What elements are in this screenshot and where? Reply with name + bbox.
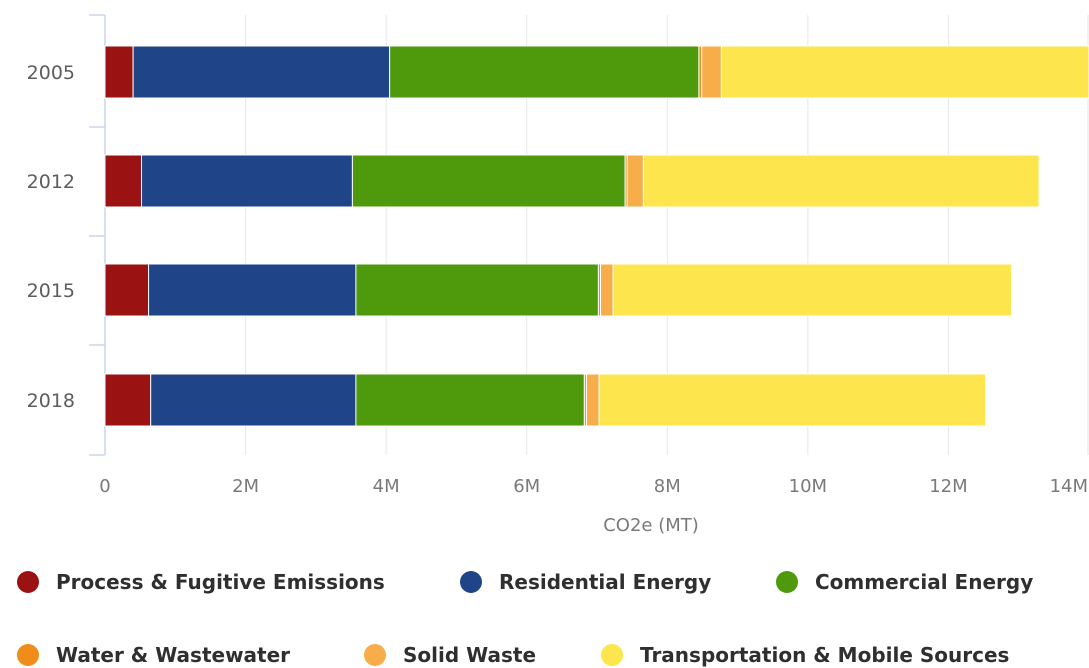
bar-segment [598,373,987,427]
legend-swatch [364,644,386,666]
bars [104,45,1089,427]
x-tick-label: 12M [929,476,967,497]
bar-segment [104,45,134,99]
bar-segment [600,263,614,317]
x-tick-label: 0 [99,476,110,497]
y-axis-ticks: 2005 2012 2015 2018 [27,62,75,412]
x-tick-label: 10M [789,476,827,497]
legend-label: Water & Wastewater [56,643,290,667]
legend-item[interactable]: Transportation & Mobile Sources [601,643,1009,667]
bar-segment [626,154,644,208]
bar-segment [389,45,700,99]
x-tick-label: 4M [373,476,400,497]
legend-item[interactable]: Commercial Energy [776,570,1033,594]
x-axis-ticks: 0 2M 4M 6M 8M 10M 12M 14M [99,476,1088,497]
legend-label: Commercial Energy [815,570,1033,594]
bar-segment [141,154,353,208]
bar-segment [148,263,357,317]
y-tick-label: 2018 [27,390,75,412]
bar-segment [104,263,150,317]
bar-segment [104,373,152,427]
bar-segment [132,45,391,99]
bar-segment [585,373,600,427]
legend-item[interactable]: Solid Waste [364,643,536,667]
y-tick-label: 2005 [27,62,75,84]
legend: Process & Fugitive Emissions Residential … [17,570,1033,667]
bar-segment [701,45,722,99]
x-axis-label: CO2e (MT) [603,515,699,536]
x-tick-label: 8M [654,476,681,497]
legend-label: Process & Fugitive Emissions [56,570,385,594]
axes [89,14,106,456]
bar-segment [355,263,599,317]
y-tick-label: 2012 [27,171,75,193]
bar-segment [351,154,626,208]
bar-segment [612,263,1013,317]
y-tick-label: 2015 [27,280,75,302]
x-tick-label: 14M [1050,476,1088,497]
legend-item[interactable]: Process & Fugitive Emissions [17,570,385,594]
bar-segment [720,45,1089,99]
legend-label: Residential Energy [499,570,711,594]
legend-label: Transportation & Mobile Sources [640,643,1009,667]
x-tick-label: 6M [513,476,540,497]
bar-segment [150,373,357,427]
bar-segment [355,373,585,427]
legend-label: Solid Waste [403,643,536,667]
legend-item[interactable]: Water & Wastewater [17,643,290,667]
bar-segment [104,154,143,208]
legend-swatch [460,571,482,593]
legend-swatch [17,644,39,666]
x-tick-label: 2M [232,476,259,497]
legend-item[interactable]: Residential Energy [460,570,711,594]
legend-swatch [601,644,623,666]
legend-swatch [17,571,39,593]
bar-segment [642,154,1040,208]
legend-swatch [776,571,798,593]
